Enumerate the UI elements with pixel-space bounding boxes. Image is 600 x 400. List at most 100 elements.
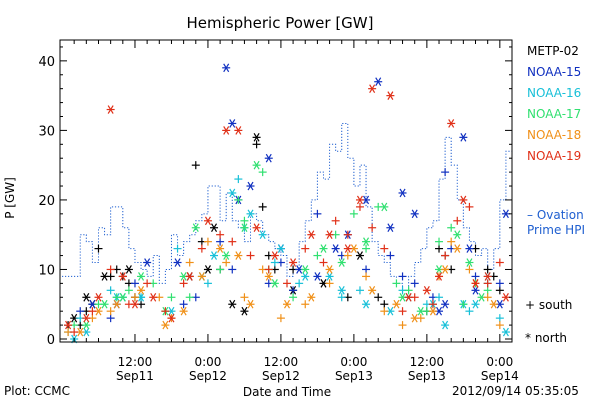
noaa-19-south-point — [319, 258, 328, 267]
legend-metp-02: METP-02 — [527, 44, 579, 58]
noaa-19-north-point — [368, 84, 377, 93]
marker-key-south: + south — [525, 298, 572, 312]
marker-key-north-label: north — [534, 331, 568, 345]
noaa-18-north-point — [197, 272, 206, 281]
noaa-16-south-point — [435, 293, 444, 302]
metp-02-north-point — [355, 251, 364, 260]
noaa-17-north-point — [337, 258, 346, 267]
noaa-19-south-point — [283, 279, 291, 288]
noaa-19-south-point — [161, 307, 170, 316]
noaa-19-south-point — [197, 244, 206, 253]
noaa-17-south-point — [362, 244, 371, 253]
noaa-19-south-point — [428, 300, 437, 309]
noaa-19-north-point — [355, 195, 364, 205]
noaa-15-south-point — [398, 272, 407, 281]
noaa-19-south-point — [106, 265, 115, 274]
noaa-15-north-point — [143, 258, 152, 267]
noaa-19-south-point — [380, 244, 389, 253]
noaa-17-south-point — [483, 286, 492, 295]
x-tick-date-label: Sep13 — [408, 369, 446, 383]
x-tick-time-label: 12:00 — [410, 355, 445, 369]
noaa-17-south-point — [240, 216, 249, 225]
noaa-19-north-point — [252, 223, 261, 233]
noaa-19-north-point — [501, 292, 510, 302]
noaa-18-north-point — [368, 286, 377, 295]
noaa-15-south-point — [106, 314, 115, 323]
noaa-18-north-point — [392, 299, 401, 309]
x-tick-time-label: 12:00 — [264, 355, 299, 369]
noaa-18-south-point — [495, 321, 504, 330]
noaa-18-south-point — [301, 300, 310, 309]
ovation-legend: – Ovation Prime HPI — [527, 208, 585, 238]
noaa-17-north-point — [191, 223, 200, 233]
metp-02-south-point — [495, 286, 504, 295]
noaa-18-north-point — [453, 244, 462, 253]
noaa-17-north-point — [270, 279, 279, 288]
noaa-15-north-point — [173, 258, 182, 267]
plot-frame — [59, 39, 513, 343]
noaa-18-south-point — [325, 279, 334, 288]
noaa-15-north-point — [374, 77, 383, 87]
x-tick-time-label: 12:00 — [118, 355, 153, 369]
noaa-19-south-point — [355, 202, 364, 211]
x-tick-date-label: Sep11 — [116, 369, 154, 383]
noaa-19-south-point — [465, 202, 474, 211]
noaa-16-north-point — [210, 251, 219, 260]
noaa-19-north-point — [94, 292, 103, 302]
ovation-label-line1: Ovation — [536, 208, 584, 222]
noaa-17-south-point — [404, 286, 413, 295]
noaa-18-north-point — [325, 265, 334, 274]
noaa-19-south-point — [246, 251, 255, 260]
noaa-19-north-point — [343, 244, 352, 253]
noaa-19-south-point — [453, 216, 462, 225]
noaa-17-north-point — [137, 272, 146, 281]
noaa-19-south-point — [179, 279, 188, 288]
metp-02-south-point — [94, 244, 103, 253]
noaa-15-south-point — [76, 307, 85, 316]
metp-02-north-point — [100, 272, 109, 281]
noaa-17-south-point — [392, 279, 401, 288]
noaa-17-south-point — [216, 265, 225, 274]
metp-02-south-point — [191, 161, 200, 170]
noaa-16-south-point — [234, 175, 243, 184]
metp-02-north-point — [252, 133, 261, 142]
metp-02-north-point — [240, 306, 249, 316]
noaa-18-north-point — [246, 299, 255, 309]
marker-key-north: * north — [525, 331, 567, 345]
noaa-16-north-point — [246, 209, 255, 219]
noaa-16-north-point — [441, 320, 450, 330]
noaa-15-south-point — [216, 237, 225, 246]
x-axis-label: Date and Time — [243, 385, 331, 399]
noaa-17-north-point — [319, 244, 328, 253]
noaa-19-north-point — [82, 313, 91, 323]
noaa-19-north-point — [185, 272, 194, 281]
noaa-19-north-point — [404, 292, 413, 302]
footer-timestamp: 2012/09/14 05:35:05 — [452, 384, 579, 398]
noaa-19-south-point — [483, 279, 492, 288]
noaa-16-north-point — [501, 327, 510, 337]
y-axis-label: P [GW] — [3, 177, 17, 219]
y-tick-label: 30 — [38, 124, 55, 139]
noaa-19-north-point — [459, 195, 468, 205]
noaa-19-south-point — [143, 279, 152, 288]
noaa-18-north-point — [410, 313, 419, 323]
noaa-17-north-point — [100, 299, 109, 309]
metp-02-north-point — [228, 299, 237, 309]
noaa-17-south-point — [258, 168, 267, 177]
noaa-18-south-point — [398, 321, 407, 330]
noaa-17-north-point — [416, 306, 425, 316]
noaa-17-north-point — [222, 251, 231, 260]
noaa-16-north-point — [362, 299, 371, 309]
noaa-17-south-point — [124, 286, 133, 295]
noaa-17-south-point — [435, 237, 444, 246]
noaa-16-north-point — [337, 286, 346, 295]
noaa-15-south-point — [386, 251, 395, 260]
noaa-16-south-point — [295, 279, 304, 288]
noaa-15-north-point — [471, 286, 480, 295]
noaa-18-north-point — [441, 265, 450, 274]
legend-noaa-17: NOAA-17 — [527, 107, 582, 121]
noaa-19-north-point — [130, 299, 139, 309]
noaa-18-south-point — [380, 307, 389, 316]
noaa-17-north-point — [453, 230, 462, 240]
